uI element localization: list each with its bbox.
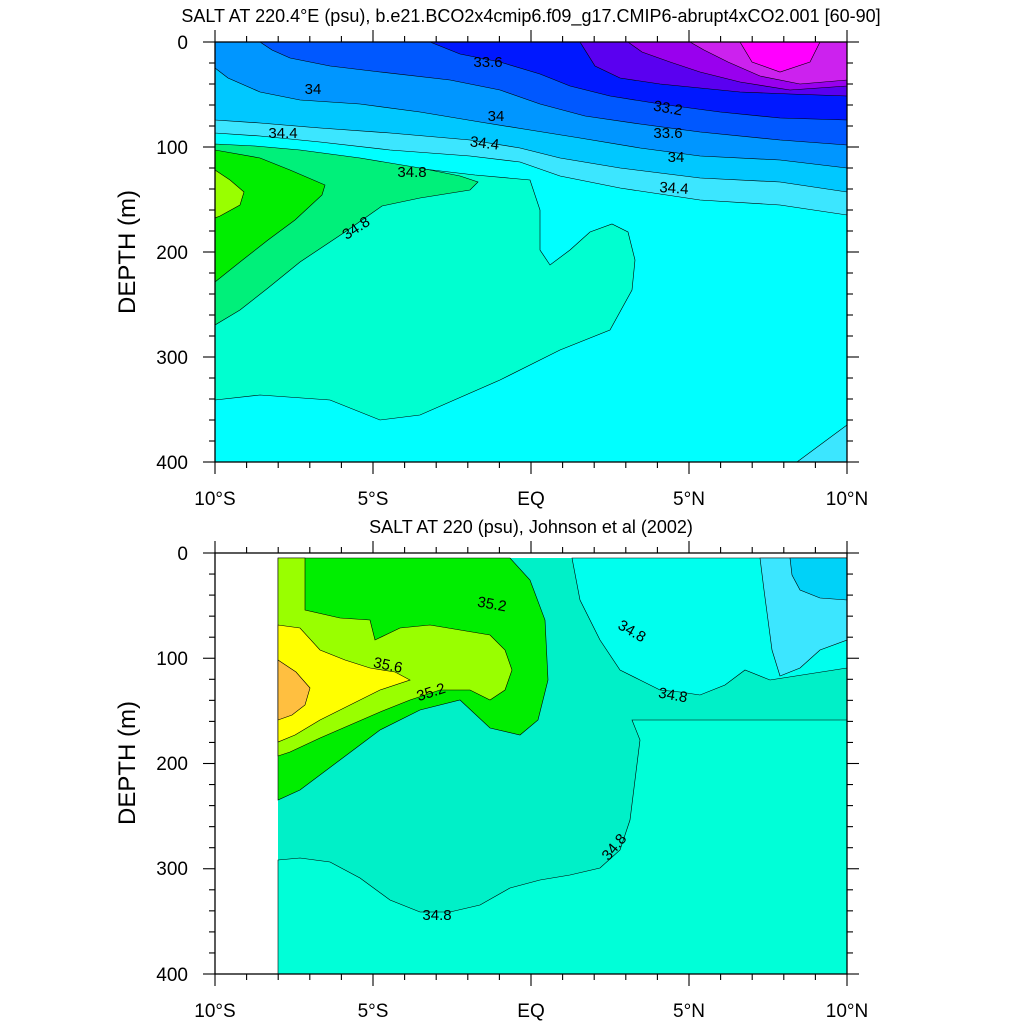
top-ytick-400: 400: [156, 453, 188, 474]
bot-fill-35.6: [277, 659, 311, 721]
bot-clabel-5: 34.8: [657, 685, 689, 707]
top-clabel-9: 33.6: [653, 125, 682, 142]
bot-clabel-1: 35.2: [476, 594, 508, 616]
bot-clabel-2: 35.6: [372, 654, 404, 677]
top-clabel-6: 34.8: [397, 164, 426, 181]
bot-ytick-0: 0: [177, 544, 188, 565]
bot-ytick-300: 300: [156, 859, 188, 880]
top-ticks: [203, 30, 859, 474]
top-panel-title: SALT AT 220.4°E (psu), b.e21.BCO2x4cmip6…: [181, 6, 880, 27]
bot-ytick-200: 200: [156, 754, 188, 775]
bot-fill-34.2: [789, 557, 847, 601]
top-xtick-5s: 5°S: [358, 489, 389, 510]
top-clabel-2: 33.6: [473, 54, 502, 71]
bot-fill-deep: [277, 719, 847, 974]
top-clabel-10: 34: [668, 149, 685, 166]
bot-clabel-7: 34.8: [422, 907, 451, 924]
top-clabel-8: 33.2: [652, 98, 684, 120]
bottom-y-axis-label: DEPTH (m): [114, 701, 141, 825]
bottom-panel-title: SALT AT 220 (psu), Johnson et al (2002): [369, 517, 693, 537]
bottom-x-tick-labels: 10°S 5°S EQ 5°N 10°N: [194, 1001, 868, 1022]
top-panel: SALT AT 220.4°E (psu), b.e21.BCO2x4cmip6…: [114, 6, 881, 510]
top-ytick-200: 200: [156, 243, 188, 264]
bot-fill-35.4: [277, 624, 411, 743]
top-xtick-5n: 5°N: [673, 489, 705, 510]
bot-xtick-eq: EQ: [517, 1001, 544, 1022]
top-clabel-4: 34.4: [268, 125, 297, 142]
top-ytick-300: 300: [156, 348, 188, 369]
top-xtick-eq: EQ: [517, 489, 544, 510]
top-contour-labels: 34 33.6 34 34.4 34.4 34.8 34.8 33.2 33.6…: [268, 54, 689, 244]
bot-xtick-5n: 5°N: [673, 1001, 705, 1022]
top-clabel-3: 34: [488, 108, 505, 125]
bottom-panel: SALT AT 220 (psu), Johnson et al (2002) …: [114, 517, 868, 1022]
top-xtick-10s: 10°S: [194, 489, 235, 510]
top-ytick-100: 100: [156, 138, 188, 159]
bot-ytick-400: 400: [156, 965, 188, 986]
top-xtick-10n: 10°N: [826, 489, 868, 510]
top-y-tick-labels: 0 100 200 300 400: [156, 33, 188, 474]
bot-xtick-5s: 5°S: [358, 1001, 389, 1022]
top-x-tick-labels: 10°S 5°S EQ 5°N 10°N: [194, 489, 868, 510]
top-clabel-1: 34: [305, 81, 322, 98]
bot-xtick-10n: 10°N: [826, 1001, 868, 1022]
top-clabel-11: 34.4: [659, 179, 689, 198]
top-contour-field: [215, 42, 847, 462]
top-ytick-0: 0: [177, 33, 188, 54]
top-fill-max: [739, 42, 821, 73]
top-fill-35.2: [215, 169, 245, 219]
bottom-ticks: [203, 541, 859, 986]
bot-xtick-10s: 10°S: [194, 1001, 235, 1022]
bottom-y-tick-labels: 0 100 200 300 400: [156, 544, 188, 986]
top-y-axis-label: DEPTH (m): [114, 190, 141, 314]
top-clabel-5: 34.4: [469, 133, 500, 153]
bot-ytick-100: 100: [156, 649, 188, 670]
top-fill-35.0: [215, 149, 326, 283]
bottom-contour-field: [277, 557, 847, 974]
top-fill-bottom-right: [796, 424, 847, 462]
